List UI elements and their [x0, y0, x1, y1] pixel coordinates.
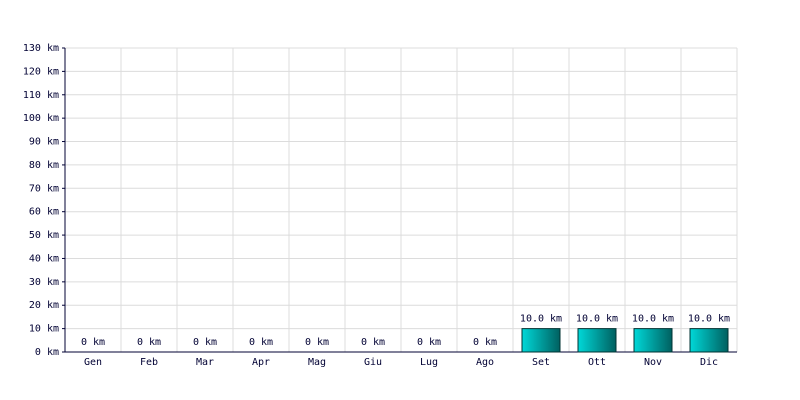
y-tick-label: 40 km: [29, 253, 59, 264]
y-tick-label: 20 km: [29, 300, 59, 311]
x-tick-label: Mar: [196, 357, 214, 368]
value-label: 0 km: [361, 337, 385, 348]
x-tick-label: Set: [532, 357, 550, 368]
value-label: 0 km: [137, 337, 161, 348]
y-tick-label: 70 km: [29, 183, 59, 194]
value-label: 10.0 km: [688, 314, 730, 325]
y-tick-label: 120 km: [23, 66, 59, 77]
value-label: 0 km: [81, 337, 105, 348]
x-tick-label: Mag: [308, 357, 326, 368]
x-tick-label: Apr: [252, 357, 270, 368]
bar: [689, 328, 729, 353]
y-tick-label: 30 km: [29, 277, 59, 288]
y-tick-label: 130 km: [23, 43, 59, 54]
value-label: 10.0 km: [520, 314, 562, 325]
x-tick-label: Gen: [84, 357, 102, 368]
y-tick-label: 80 km: [29, 160, 59, 171]
y-tick-label: 110 km: [23, 90, 59, 101]
value-label: 10.0 km: [576, 314, 618, 325]
bar: [577, 328, 617, 353]
x-tick-label: Ago: [476, 357, 494, 368]
value-label: 0 km: [193, 337, 217, 348]
value-label: 0 km: [473, 337, 497, 348]
value-label: 0 km: [249, 337, 273, 348]
bar: [521, 328, 561, 353]
y-tick-label: 50 km: [29, 230, 59, 241]
y-tick-label: 10 km: [29, 324, 59, 335]
y-tick-label: 0 km: [35, 347, 59, 358]
value-label: 10.0 km: [632, 314, 674, 325]
x-tick-label: Lug: [420, 357, 438, 368]
x-tick-label: Ott: [588, 357, 606, 368]
bar: [633, 328, 673, 353]
y-tick-label: 100 km: [23, 113, 59, 124]
x-tick-label: Dic: [700, 357, 718, 368]
x-tick-label: Nov: [644, 357, 662, 368]
x-tick-label: Feb: [140, 357, 158, 368]
y-tick-label: 60 km: [29, 207, 59, 218]
value-label: 0 km: [305, 337, 329, 348]
y-tick-label: 90 km: [29, 137, 59, 148]
x-tick-label: Giu: [364, 357, 382, 368]
value-label: 0 km: [417, 337, 441, 348]
